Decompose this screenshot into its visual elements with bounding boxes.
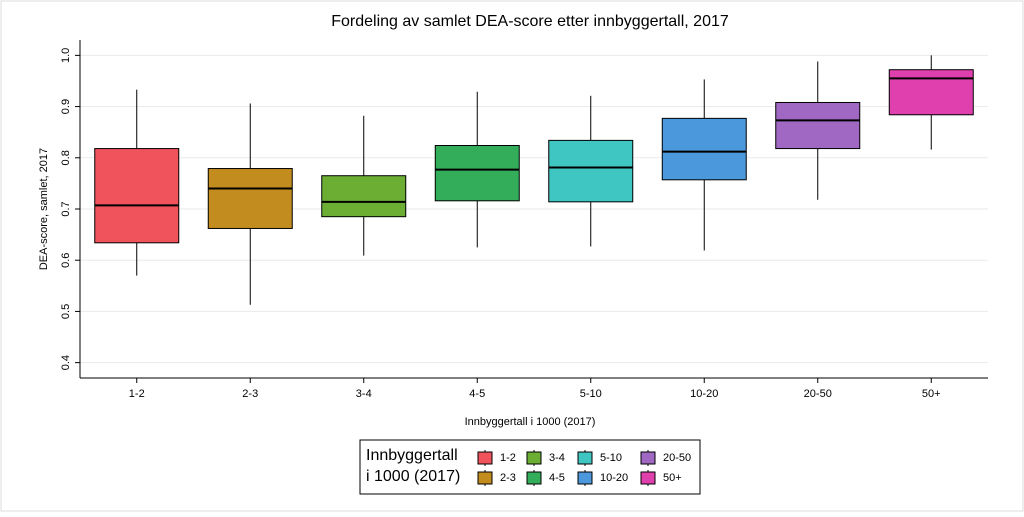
x-tick-label: 50+	[922, 388, 941, 400]
legend-label: 50+	[663, 472, 682, 484]
x-tick-label: 5-10	[580, 388, 602, 400]
box	[94, 148, 180, 244]
y-tick-label: 0.4	[60, 355, 72, 370]
x-tick-label: 4-5	[469, 388, 485, 400]
legend-label: 4-5	[549, 472, 565, 484]
legend-title: i 1000 (2017)	[366, 468, 460, 485]
legend-label: 20-50	[663, 452, 691, 464]
y-tick-label: 0.7	[60, 201, 72, 216]
legend-swatch	[477, 471, 493, 485]
y-tick-label: 0.9	[60, 99, 72, 114]
legend-label: 1-2	[500, 452, 516, 464]
x-axis-label: Innbyggertall i 1000 (2017)	[465, 416, 596, 428]
legend-swatch	[640, 451, 656, 465]
box	[775, 101, 861, 150]
legend-label: 2-3	[500, 472, 516, 484]
legend-swatch	[577, 471, 593, 485]
box	[434, 144, 520, 202]
box	[548, 139, 634, 203]
legend-label: 5-10	[600, 452, 622, 464]
y-tick-label: 0.6	[60, 253, 72, 268]
x-tick-label: 20-50	[804, 388, 832, 400]
legend-label: 3-4	[549, 452, 565, 464]
box	[207, 168, 293, 229]
y-axis-label: DEA-score, samlet, 2017	[38, 148, 50, 270]
x-tick-label: 3-4	[356, 388, 372, 400]
legend-swatch	[526, 471, 542, 485]
box	[888, 69, 974, 116]
x-tick-label: 2-3	[242, 388, 258, 400]
legend-swatch	[526, 451, 542, 465]
legend-label: 10-20	[600, 472, 628, 484]
y-tick-label: 0.8	[60, 150, 72, 165]
box	[321, 175, 407, 218]
box	[661, 117, 747, 181]
legend-title: Innbyggertall	[366, 447, 458, 464]
legend-swatch	[477, 451, 493, 465]
legend-box	[359, 439, 701, 495]
x-tick-label: 10-20	[690, 388, 718, 400]
y-tick-label: 0.5	[60, 304, 72, 319]
x-tick-label: 1-2	[129, 388, 145, 400]
legend-swatch	[640, 471, 656, 485]
chart-title: Fordeling av samlet DEA-score etter innb…	[331, 13, 729, 30]
y-tick-label: 1.0	[60, 48, 72, 63]
legend-swatch	[577, 451, 593, 465]
